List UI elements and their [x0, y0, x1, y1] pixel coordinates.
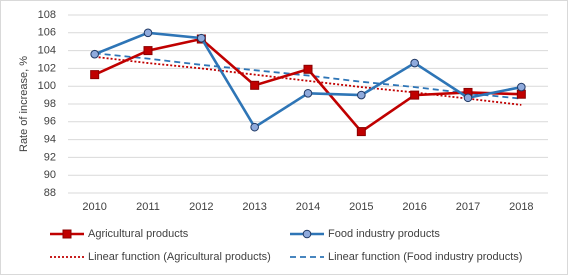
x-tick-label: 2012 [189, 201, 213, 213]
y-tick-label: 98 [44, 98, 56, 110]
marker [357, 90, 366, 100]
x-tick-label: 2017 [456, 201, 480, 213]
legend-label: Linear function (Food industry products) [328, 251, 522, 263]
marker [250, 122, 259, 132]
marker [410, 90, 420, 100]
marker [90, 70, 100, 80]
marker [463, 93, 473, 103]
marker [516, 89, 526, 99]
y-tick-label: 92 [44, 151, 56, 163]
y-tick-label: 108 [38, 9, 56, 21]
y-tick-label: 100 [38, 80, 56, 92]
x-tick-label: 2018 [509, 201, 533, 213]
trend-line [94, 52, 522, 100]
legend-label: Linear function (Agricultural products) [88, 251, 271, 263]
marker [356, 127, 366, 137]
y-tick-label: 94 [44, 134, 56, 146]
legend-label: Agricultural products [88, 228, 189, 240]
trend-line [94, 55, 522, 106]
x-tick-label: 2013 [242, 201, 266, 213]
x-tick-label: 2016 [402, 201, 426, 213]
y-tick-label: 104 [38, 45, 56, 57]
y-tick-label: 88 [44, 187, 56, 199]
y-axis-label: Rate of increase, % [18, 56, 30, 152]
y-tick-label: 102 [38, 62, 56, 74]
y-tick-label: 90 [44, 169, 56, 181]
marker [410, 58, 419, 68]
marker [143, 46, 153, 56]
marker [517, 82, 526, 92]
marker [90, 49, 99, 59]
marker [303, 89, 313, 98]
y-tick-label: 96 [44, 116, 56, 128]
marker [303, 64, 313, 74]
legend-label: Food industry products [328, 228, 440, 240]
marker [143, 28, 153, 38]
x-tick-label: 2015 [349, 201, 373, 213]
marker [250, 80, 260, 90]
legend-marker [302, 229, 312, 239]
x-tick-label: 2014 [296, 201, 320, 213]
legend-marker [62, 229, 72, 239]
y-tick-label: 106 [38, 27, 56, 39]
x-tick-label: 2011 [136, 201, 160, 213]
x-tick-label: 2010 [82, 201, 106, 213]
marker [197, 33, 206, 43]
